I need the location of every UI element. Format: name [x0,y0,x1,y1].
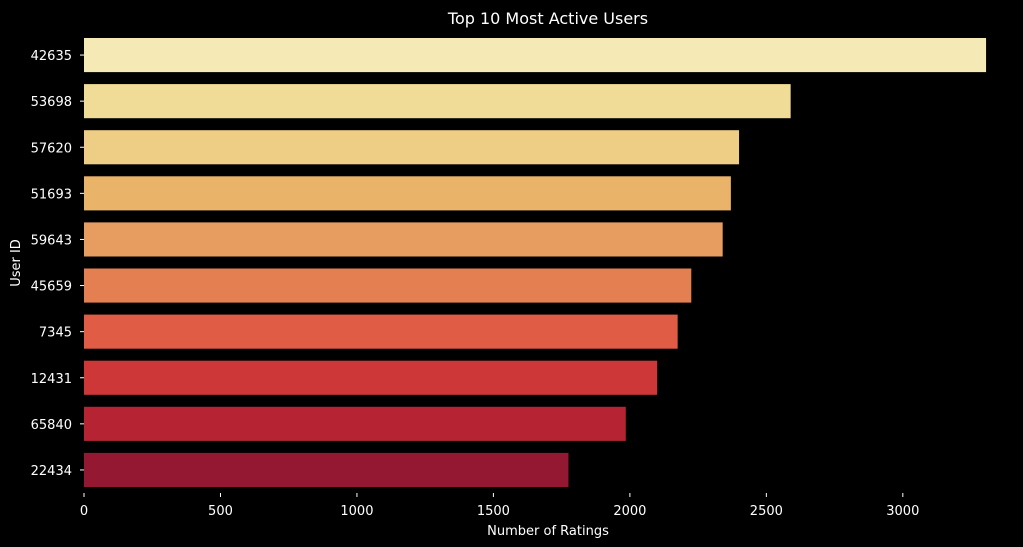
y-tick-label: 45659 [31,280,72,295]
x-tick-label: 1500 [477,504,510,519]
x-axis-label: Number of Ratings [487,524,609,539]
y-tick-label: 65840 [31,418,72,433]
y-tick-label: 12431 [31,372,72,387]
y-tick-label: 53698 [31,95,72,110]
y-tick-label: 51693 [31,187,72,202]
x-tick-label: 2500 [750,504,783,519]
x-ticks-group: 0 500 1000 1500 2000 2500 3000 [80,493,919,519]
y-tick-label: 57620 [31,141,72,156]
y-tick-label: 7345 [39,326,72,341]
bar-user-7345 [84,314,678,349]
bar-user-22434 [84,452,569,488]
y-ticks-group: 42635 53698 57620 51693 59643 45659 7345 12431 6… [31,49,84,479]
bar-user-65840 [84,406,626,441]
y-axis-label: User ID [9,239,24,287]
x-tick-label: 0 [80,504,88,519]
bar-user-59643 [84,222,723,257]
bar-user-12431 [84,360,658,395]
y-tick-label: 42635 [31,49,72,64]
bar-user-51693 [84,176,731,211]
bar-user-42635 [84,37,987,73]
bar-user-45659 [84,268,692,303]
x-tick-label: 500 [208,504,233,519]
bar-user-53698 [84,84,791,119]
x-tick-label: 2000 [613,504,646,519]
x-tick-label: 3000 [886,504,919,519]
chart-title: Top 10 Most Active Users [447,9,648,28]
y-tick-label: 22434 [31,464,72,479]
bars-group [84,37,987,488]
bar-user-57620 [84,130,740,165]
x-tick-label: 1000 [340,504,373,519]
y-tick-label: 59643 [31,233,72,248]
